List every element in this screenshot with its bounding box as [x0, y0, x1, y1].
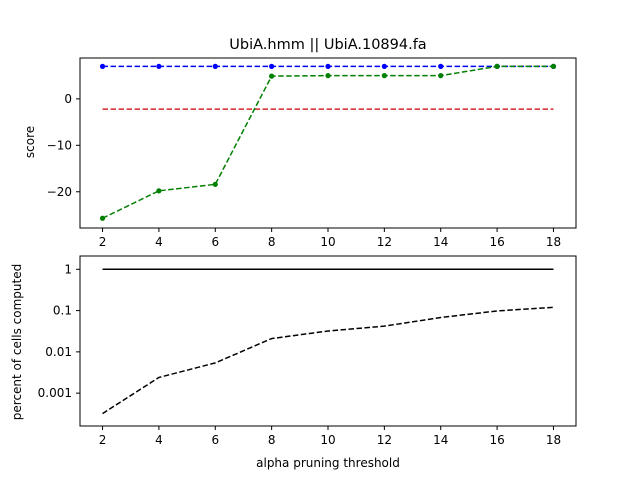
data-point	[438, 73, 444, 79]
x-tick-label: 12	[377, 235, 392, 249]
x-tick-label: 14	[433, 433, 448, 447]
data-point	[381, 73, 387, 79]
data-point	[381, 63, 387, 69]
x-tick-label: 18	[546, 433, 561, 447]
data-point	[550, 63, 557, 69]
x-tick-label: 2	[99, 235, 107, 249]
score-panel: UbiA.hmm || UbiA.10894.fa score 2 4 6 8 10 12…	[23, 37, 577, 249]
x-tick-label: 8	[268, 235, 276, 249]
y-tick-label: −10	[47, 138, 72, 152]
x-tick-label: 10	[320, 433, 335, 447]
x-tick-label: 4	[155, 235, 163, 249]
data-point	[269, 63, 275, 69]
x-tick-label: 16	[489, 433, 504, 447]
y-tick-label: 0	[64, 92, 72, 106]
chart-title: UbiA.hmm || UbiA.10894.fa	[229, 37, 426, 53]
series-line	[102, 306, 554, 415]
data-point	[156, 188, 162, 194]
y-tick-label: 1	[64, 262, 72, 276]
cells-panel: alpha pruning threshold percent of cells…	[10, 255, 577, 470]
x-tick-label: 12	[377, 433, 392, 447]
x-tick-label: 4	[155, 433, 163, 447]
x-tick-label: 6	[211, 433, 219, 447]
x-tick-label: 10	[320, 235, 335, 249]
data-point	[212, 181, 218, 187]
x-tick-label: 14	[433, 235, 448, 249]
x-tick-label: 16	[489, 235, 504, 249]
data-point	[99, 215, 106, 221]
y-tick-label: −20	[47, 185, 72, 199]
x-tick-label: 18	[546, 235, 561, 249]
data-point	[325, 73, 331, 79]
y-axis-label: score	[23, 126, 37, 158]
data-point	[212, 63, 218, 69]
data-point	[269, 73, 275, 79]
data-point	[325, 63, 331, 69]
x-tick-label: 6	[211, 235, 219, 249]
data-point	[438, 63, 444, 69]
x-tick-label: 8	[268, 433, 276, 447]
y-axis-label: percent of cells computed	[10, 264, 24, 420]
x-tick-label: 2	[99, 433, 107, 447]
y-tick-label: 0.1	[53, 304, 72, 318]
x-axis-label: alpha pruning threshold	[256, 456, 400, 470]
data-point	[156, 63, 162, 69]
data-point	[99, 63, 106, 69]
data-point	[494, 63, 500, 69]
y-tick-label: 0.01	[45, 345, 72, 359]
y-tick-label: 0.001	[38, 386, 72, 400]
